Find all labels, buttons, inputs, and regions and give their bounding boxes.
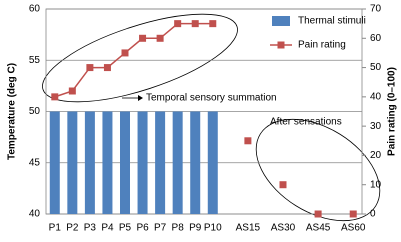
arrow-head [138, 95, 143, 101]
x-tick-label: P9 [189, 223, 202, 234]
x-tick-label: P4 [101, 223, 114, 234]
bar [137, 111, 148, 214]
y2-tick-label: 60 [370, 33, 382, 44]
y2-tick-label: 40 [370, 91, 382, 102]
marker [86, 64, 94, 72]
legend-label: Pain rating [298, 40, 346, 51]
bar [120, 111, 130, 214]
marker [279, 181, 287, 189]
x-tick-label: P2 [66, 223, 79, 234]
x-tick-label: P3 [84, 223, 97, 234]
y2-tick-label: 50 [370, 62, 382, 73]
y-tick-label: 40 [29, 209, 41, 220]
annotation: After sensations [270, 117, 342, 128]
legend-label: Thermal stimuli [298, 16, 366, 27]
bar [155, 111, 166, 214]
bar [102, 111, 113, 214]
x-tick-label: P10 [204, 223, 222, 234]
bar [84, 111, 95, 214]
bar [207, 111, 218, 214]
y-tick-label: 55 [29, 55, 41, 66]
y-axis-title: Temperature (deg C) [7, 63, 18, 160]
y-tick-label: 45 [29, 157, 41, 168]
y2-tick-label: 20 [370, 150, 382, 161]
annotation: Temporal sensory summation [146, 93, 277, 104]
after-ellipse [255, 118, 381, 222]
marker [156, 34, 164, 42]
y2-tick-label: 10 [370, 179, 382, 190]
marker [139, 34, 147, 42]
y2-tick-label: 0 [370, 209, 376, 220]
x-tick-label: P5 [119, 223, 132, 234]
x-tick-label: P1 [49, 223, 62, 234]
marker [191, 20, 199, 28]
marker [349, 210, 357, 218]
legend-marker [277, 41, 285, 49]
x-tick-label: P7 [154, 223, 167, 234]
y2-tick-label: 30 [370, 121, 382, 132]
bar [49, 111, 60, 214]
summation-ellipse [42, 13, 238, 103]
y2-tick-label: 70 [370, 4, 382, 15]
marker [174, 20, 182, 28]
marker [209, 20, 217, 28]
marker [68, 87, 76, 95]
bar [67, 111, 78, 214]
x-tick-label: AS60 [341, 223, 366, 234]
y2-axis-title: Pain rating (0–100) [387, 67, 398, 156]
marker [51, 93, 59, 101]
marker [103, 64, 111, 72]
marker [314, 210, 322, 218]
marker [121, 49, 129, 57]
bar [172, 111, 183, 214]
x-tick-label: P8 [172, 223, 185, 234]
x-tick-label: AS30 [271, 223, 296, 234]
x-tick-label: AS45 [306, 223, 331, 234]
y-tick-label: 50 [29, 106, 41, 117]
marker [244, 137, 252, 145]
x-tick-label: P6 [136, 223, 149, 234]
y-tick-label: 60 [29, 4, 41, 15]
plot-frame [45, 8, 363, 215]
legend-swatch [272, 16, 290, 26]
x-tick-label: AS15 [236, 223, 261, 234]
bar [190, 111, 201, 214]
